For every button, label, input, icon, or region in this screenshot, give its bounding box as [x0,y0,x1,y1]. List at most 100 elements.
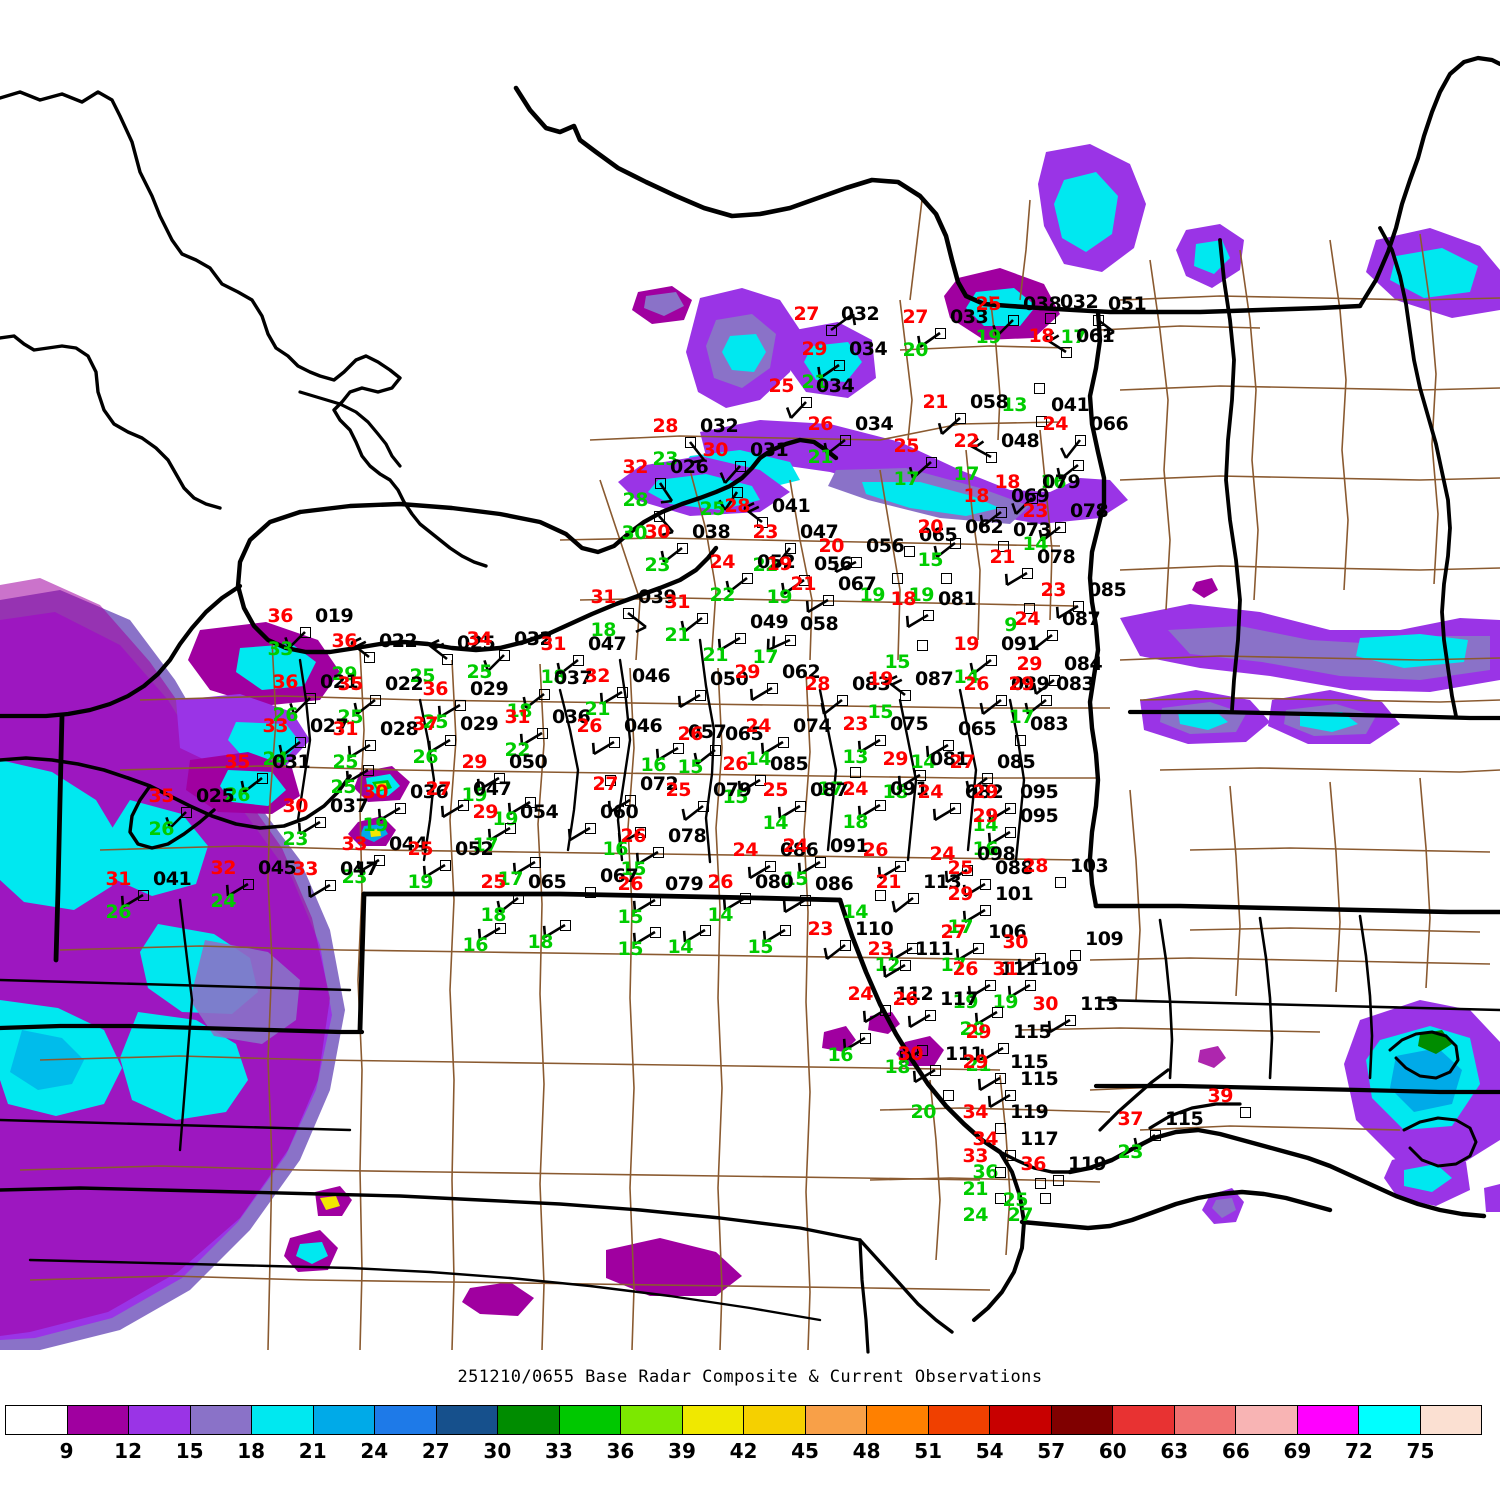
station-dewpoint: 21 [584,698,611,720]
wind-barb [760,740,784,756]
wind-barb [987,830,1011,846]
wind-barb [240,776,263,794]
station-pressure: 103 [1070,855,1109,877]
station-symbol-icon [685,437,696,448]
station-temperature: 29 [1008,673,1035,695]
station-pressure: 069 [1011,485,1050,507]
station-dewpoint: 21 [965,1054,992,1076]
station-pressure: 045 [258,857,297,879]
station-dewpoint: 22 [504,739,531,761]
station-pressure: 038 [1023,293,1062,315]
wind-barb [737,778,761,794]
station-symbol-icon [995,1167,1006,1178]
station-dewpoint: 13 [842,746,869,768]
wind-barb [743,502,763,524]
station-temperature: 18 [994,471,1021,493]
station-pressure: 074 [793,715,832,737]
colorbar-tick: 27 [421,1439,450,1463]
wind-barb [345,768,369,784]
station-temperature: 23 [1022,500,1049,522]
station-pressure: 072 [640,773,679,795]
wind-barb [907,1013,931,1029]
station-symbol-icon [851,557,862,568]
station-temperature: 26 [892,988,919,1010]
station-pressure: 111 [945,1043,984,1065]
station-symbol-icon [710,745,721,756]
station-pressure: 057 [688,721,727,743]
station-dewpoint: 16 [827,1044,854,1066]
station-symbol-icon [635,827,646,838]
station-symbol-icon [458,800,469,811]
wind-barb [556,658,579,676]
station-temperature: 33 [262,715,289,737]
station-symbol-icon [1093,315,1104,326]
station-dewpoint: 26 [412,746,439,768]
wind-barb [1056,463,1079,481]
station-symbol-icon [986,655,997,666]
station-dewpoint: 23 [282,828,309,850]
station-dewpoint: 21 [807,446,834,468]
station-temperature: 29 [472,801,499,823]
station-dewpoint: 28 [622,489,649,511]
station-symbol-icon [1075,435,1086,446]
colorbar-tick: 12 [114,1439,142,1463]
station-symbol-icon [840,940,851,951]
station-temperature: 19 [766,553,793,575]
wind-barb [857,738,881,754]
colorbar-tick: 75 [1406,1439,1435,1463]
colorbar-segment [436,1406,498,1434]
wind-barb [607,798,631,814]
station-symbol-icon [923,610,934,621]
station-temperature: 22 [953,430,980,452]
station-dewpoint: 15 [867,701,894,723]
wind-barb [722,896,746,912]
station-symbol-icon [609,737,620,748]
station-symbol-icon [700,925,711,936]
station-temperature: 36 [272,671,299,693]
station-temperature: 25 [893,435,920,457]
station-pressure: 088 [995,857,1034,879]
station-pressure: 085 [997,751,1036,773]
wind-barb [917,331,941,349]
wind-barb [862,1008,886,1024]
colorbar-tick: 69 [1283,1439,1312,1463]
station-symbol-icon [950,538,961,549]
colorbar-tick: 24 [360,1439,389,1463]
station-dewpoint: 24 [962,1204,989,1226]
station-dewpoint: 18 [590,619,617,641]
station-temperature: 29 [947,883,974,905]
station-pressure: 098 [977,843,1016,865]
station-dewpoint: 36 [972,1161,999,1183]
station-temperature: 32 [622,456,649,478]
station-symbol-icon [585,887,596,898]
wind-barb [680,616,703,634]
station-dewpoint: 18 [527,931,554,953]
station-temperature: 34 [466,628,493,650]
station-temperature: 29 [972,805,999,827]
colorbar-strip[interactable] [5,1405,1482,1435]
station-dewpoint: 25 [409,665,436,687]
wind-barb [932,806,956,822]
station-pressure: 027 [310,715,349,737]
station-symbol-icon [1008,315,1019,326]
wind-barb [762,928,786,944]
station-symbol-icon [1040,1193,1051,1204]
map-canvas[interactable]: 27 032 27 20 033 25 19 038 032 17 051 18 061 29 21 034 1… [0,0,1500,1360]
wind-barb [725,576,748,594]
county-border-layer [19,199,1500,1351]
wind-barb [987,1093,1011,1109]
station-symbol-icon [800,895,811,906]
station-symbol-icon [996,695,1007,706]
station-symbol-icon [370,695,381,706]
station-pressure: 026 [670,456,709,478]
colorbar-segment [1051,1406,1113,1434]
station-symbol-icon [1150,1130,1161,1141]
station-symbol-icon [892,573,903,584]
wind-barb [1055,604,1079,620]
station-pressure: 047 [800,521,839,543]
station-temperature: 30 [282,795,309,817]
station-dewpoint: 19 [952,991,979,1013]
station-temperature: 36 [331,630,358,652]
wind-barb [1007,983,1031,999]
wind-barb [992,319,1014,337]
